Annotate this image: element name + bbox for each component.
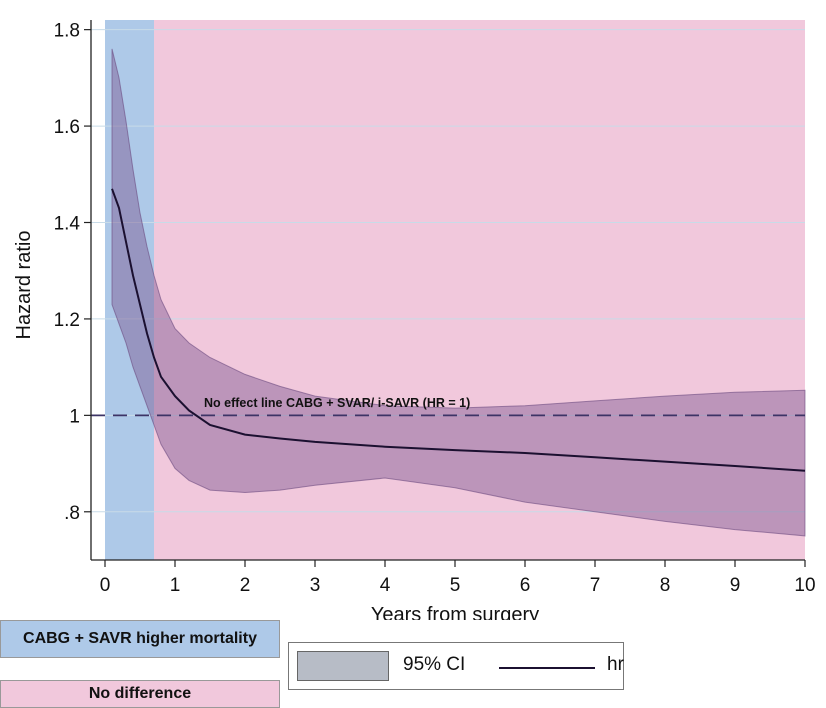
x-tick-label-0: 0 (100, 575, 111, 596)
y-tick-label-5: 1.8 (54, 21, 80, 42)
ticks: 0 1 2 3 4 5 6 7 8 9 10 .8 1 1.2 1.4 1.6 1.8 (54, 21, 816, 596)
gridlines (91, 29, 805, 513)
y-tick-label-3: 1.4 (54, 214, 81, 235)
x-tick-label-1: 1 (170, 575, 181, 596)
x-tick-label-6: 6 (520, 575, 531, 596)
x-tick-label-9: 9 (730, 575, 741, 596)
hr-line-layer (111, 188, 806, 472)
legend-label-ci: 95% CI (403, 654, 466, 675)
y-tick-label-1: 1 (69, 406, 80, 427)
legend-region-higher-mortality: CABG + SAVR higher mortality (0, 620, 280, 658)
region-label-no-difference: No difference (88, 685, 192, 702)
x-tick-label-5: 5 (450, 575, 461, 596)
y-axis-title: Hazard ratio (13, 231, 35, 340)
reference-line-label: No effect line CABG + SVAR/ i-SAVR (HR =… (204, 396, 470, 410)
y-tick-label-4: 1.6 (54, 117, 80, 138)
series-legend: 95% CI hr (288, 642, 624, 690)
region-band-2 (154, 20, 805, 560)
region-label-higher-mortality: CABG + SAVR higher mortality (23, 630, 257, 647)
x-axis-title: Years from surgery (371, 604, 539, 620)
background-regions (105, 20, 805, 560)
region-band-1 (105, 20, 154, 560)
x-tick-label-8: 8 (660, 575, 671, 596)
ci-band (111, 48, 806, 537)
hr-legend-line (499, 667, 595, 669)
hazard-ratio-chart: 0 1 2 3 4 5 6 7 8 9 10 .8 1 1.2 1.4 1.6 1.8 No effect li… (13, 20, 816, 620)
hr-line (111, 188, 806, 472)
axes (90, 20, 805, 561)
legend-label-hr: hr (607, 654, 624, 675)
x-tick-label-4: 4 (380, 575, 391, 596)
x-tick-label-3: 3 (310, 575, 321, 596)
x-tick-label-10: 10 (794, 575, 815, 596)
x-tick-label-2: 2 (240, 575, 251, 596)
x-tick-label-7: 7 (590, 575, 601, 596)
ci-band-layer (111, 48, 806, 537)
legend-region-no-difference: No difference (0, 680, 280, 708)
y-tick-label-2: 1.2 (54, 310, 80, 331)
ci-swatch (297, 651, 389, 681)
y-tick-label-0: .8 (64, 503, 80, 524)
